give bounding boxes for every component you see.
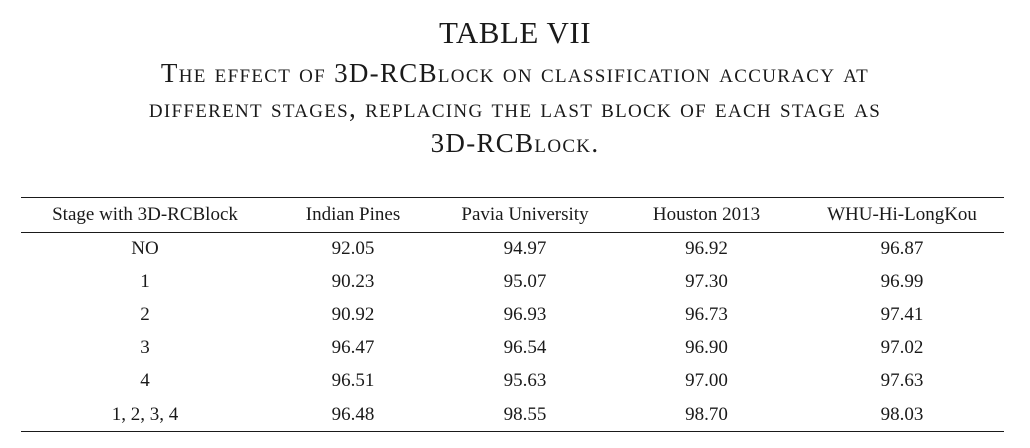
table-row: 2 90.92 96.93 96.73 97.41 xyxy=(21,298,1004,331)
results-table: Stage with 3D-RCBlock Indian Pines Pavia… xyxy=(21,198,1004,431)
cell-houston-2013: 97.30 xyxy=(685,270,728,292)
caption-line-2: different stages, replacing the last blo… xyxy=(148,93,882,123)
cell-houston-2013: 96.92 xyxy=(685,237,728,259)
column-header-indian-pines: Indian Pines xyxy=(305,204,401,225)
caption-line-1: The effect of 3D-RCBlock on classificati… xyxy=(160,58,870,88)
cell-pavia-university: 95.07 xyxy=(503,270,547,292)
column-header-pavia-university: Pavia University xyxy=(461,204,589,225)
table-caption: The effect of 3D-RCBlock on classificati… xyxy=(0,56,1030,161)
bottom-rule xyxy=(21,431,1004,432)
header-rule xyxy=(21,232,1004,233)
cell-indian-pines: 92.05 xyxy=(331,237,375,259)
cell-stage: 1 xyxy=(140,270,150,292)
table-row: 1 90.23 95.07 97.30 96.99 xyxy=(21,265,1004,298)
table-row: 4 96.51 95.63 97.00 97.63 xyxy=(21,365,1004,398)
cell-stage: NO xyxy=(131,237,159,259)
cell-whu-hi-longkou: 97.02 xyxy=(880,337,924,359)
cell-whu-hi-longkou: 96.99 xyxy=(880,270,924,292)
table-row: 1, 2, 3, 4 96.48 98.55 98.70 98.03 xyxy=(21,398,1004,431)
table-number: TABLE VII xyxy=(438,15,592,50)
cell-whu-hi-longkou: 97.63 xyxy=(880,370,924,392)
cell-houston-2013: 96.73 xyxy=(685,303,728,325)
cell-houston-2013: 98.70 xyxy=(685,403,728,425)
cell-houston-2013: 97.00 xyxy=(685,370,728,392)
caption-line-3: 3D-RCBlock. xyxy=(430,128,600,158)
cell-houston-2013: 96.90 xyxy=(685,337,728,359)
cell-stage: 4 xyxy=(140,370,150,392)
cell-stage: 2 xyxy=(140,303,150,325)
cell-indian-pines: 90.92 xyxy=(331,303,375,325)
cell-pavia-university: 95.63 xyxy=(503,370,547,392)
cell-pavia-university: 96.93 xyxy=(503,303,547,325)
cell-whu-hi-longkou: 97.41 xyxy=(880,303,924,325)
cell-indian-pines: 96.51 xyxy=(331,370,375,392)
column-header-stage: Stage with 3D-RCBlock xyxy=(52,204,238,225)
cell-pavia-university: 96.54 xyxy=(503,337,547,359)
cell-indian-pines: 96.47 xyxy=(331,337,375,359)
table-row: 3 96.47 96.54 96.90 97.02 xyxy=(21,332,1004,365)
table-row: NO 92.05 94.97 96.92 96.87 xyxy=(21,232,1004,265)
cell-whu-hi-longkou: 96.87 xyxy=(880,237,924,259)
cell-indian-pines: 96.48 xyxy=(331,403,375,425)
column-header-whu-hi-longkou: WHU-Hi-LongKou xyxy=(827,204,977,225)
top-rule xyxy=(21,197,1004,198)
column-header-houston-2013: Houston 2013 xyxy=(652,204,761,225)
cell-pavia-university: 98.55 xyxy=(503,403,547,425)
cell-stage: 3 xyxy=(140,337,150,359)
cell-stage: 1, 2, 3, 4 xyxy=(111,403,179,425)
cell-indian-pines: 90.23 xyxy=(331,270,375,292)
table-header-row: Stage with 3D-RCBlock Indian Pines Pavia… xyxy=(21,198,1004,232)
cell-whu-hi-longkou: 98.03 xyxy=(880,403,924,425)
cell-pavia-university: 94.97 xyxy=(503,237,547,259)
